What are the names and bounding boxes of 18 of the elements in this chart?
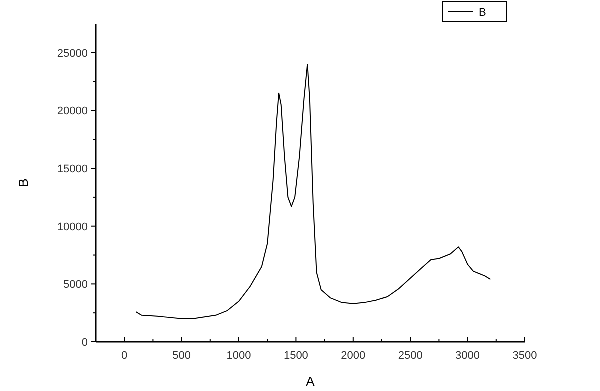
x-tick-label: 1000 [226, 350, 252, 362]
x-tick-label: 2000 [341, 350, 366, 362]
y-tick-label: 20000 [57, 106, 88, 118]
y-tick-label: 5000 [64, 279, 88, 292]
line-series [136, 64, 492, 320]
y-tick-label: 10000 [57, 221, 88, 234]
x-tick-label: 0 [122, 350, 128, 362]
x-tick-label: 3500 [512, 350, 538, 362]
y-tick-label: 25000 [57, 48, 88, 60]
y-tick-label: 15000 [57, 164, 88, 176]
x-tick-label: 2500 [398, 350, 423, 362]
y-axis-title: B [16, 178, 31, 188]
x-tick-label: 1500 [284, 350, 308, 362]
x-tick-label: 500 [172, 350, 191, 362]
x-tick-label: 3000 [456, 350, 480, 362]
y-tick-label: 0 [82, 337, 88, 349]
x-axis-title: A [306, 374, 316, 389]
legend-label: B [479, 7, 486, 19]
